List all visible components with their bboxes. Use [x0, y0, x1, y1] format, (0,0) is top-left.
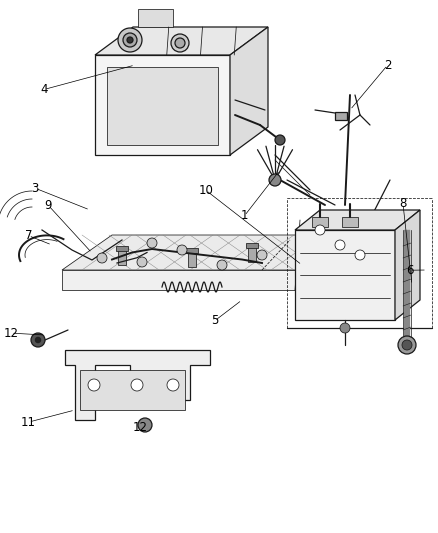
Circle shape — [138, 418, 152, 432]
Polygon shape — [62, 270, 312, 290]
Text: 9: 9 — [44, 199, 52, 212]
Bar — [126, 30, 134, 40]
Circle shape — [275, 135, 285, 145]
Bar — [177, 35, 183, 43]
Polygon shape — [230, 27, 268, 155]
Circle shape — [257, 250, 267, 260]
Text: 5: 5 — [211, 314, 218, 327]
Bar — [118, 247, 126, 265]
Polygon shape — [107, 67, 218, 145]
Circle shape — [35, 337, 41, 343]
Text: 6: 6 — [406, 264, 413, 277]
Bar — [248, 244, 256, 262]
Polygon shape — [95, 27, 268, 55]
Text: 3: 3 — [32, 182, 39, 195]
Text: 8: 8 — [399, 197, 406, 210]
Circle shape — [167, 379, 179, 391]
Polygon shape — [312, 235, 362, 290]
Bar — [188, 249, 196, 267]
Bar — [246, 243, 258, 248]
Bar — [335, 112, 347, 120]
Text: 10: 10 — [198, 184, 213, 197]
Circle shape — [118, 28, 142, 52]
Circle shape — [88, 379, 100, 391]
Circle shape — [131, 379, 143, 391]
Circle shape — [217, 260, 227, 270]
Text: 12: 12 — [133, 421, 148, 434]
Bar — [312, 217, 328, 227]
Circle shape — [335, 240, 345, 250]
Circle shape — [402, 340, 412, 350]
Circle shape — [355, 250, 365, 260]
Circle shape — [269, 174, 281, 186]
Text: 7: 7 — [25, 229, 32, 242]
Text: 1: 1 — [240, 209, 248, 222]
Text: 4: 4 — [40, 83, 48, 96]
Bar — [186, 248, 198, 253]
Circle shape — [398, 336, 416, 354]
Polygon shape — [138, 9, 173, 27]
Text: 2: 2 — [384, 59, 392, 71]
Circle shape — [340, 323, 350, 333]
Text: 12: 12 — [4, 327, 18, 340]
Circle shape — [127, 37, 133, 43]
Polygon shape — [295, 230, 395, 320]
Polygon shape — [65, 350, 210, 420]
Text: 11: 11 — [21, 416, 36, 429]
Polygon shape — [395, 210, 420, 320]
Polygon shape — [80, 370, 185, 410]
Circle shape — [137, 257, 147, 267]
Circle shape — [315, 225, 325, 235]
Circle shape — [123, 33, 137, 47]
Polygon shape — [295, 210, 420, 230]
Circle shape — [171, 34, 189, 52]
Polygon shape — [62, 235, 362, 270]
Bar — [404, 230, 410, 350]
Circle shape — [147, 238, 157, 248]
Circle shape — [97, 253, 107, 263]
Circle shape — [31, 333, 45, 347]
Bar — [342, 217, 358, 227]
Bar — [116, 246, 128, 251]
Circle shape — [177, 245, 187, 255]
Polygon shape — [95, 55, 230, 155]
Circle shape — [175, 38, 185, 48]
